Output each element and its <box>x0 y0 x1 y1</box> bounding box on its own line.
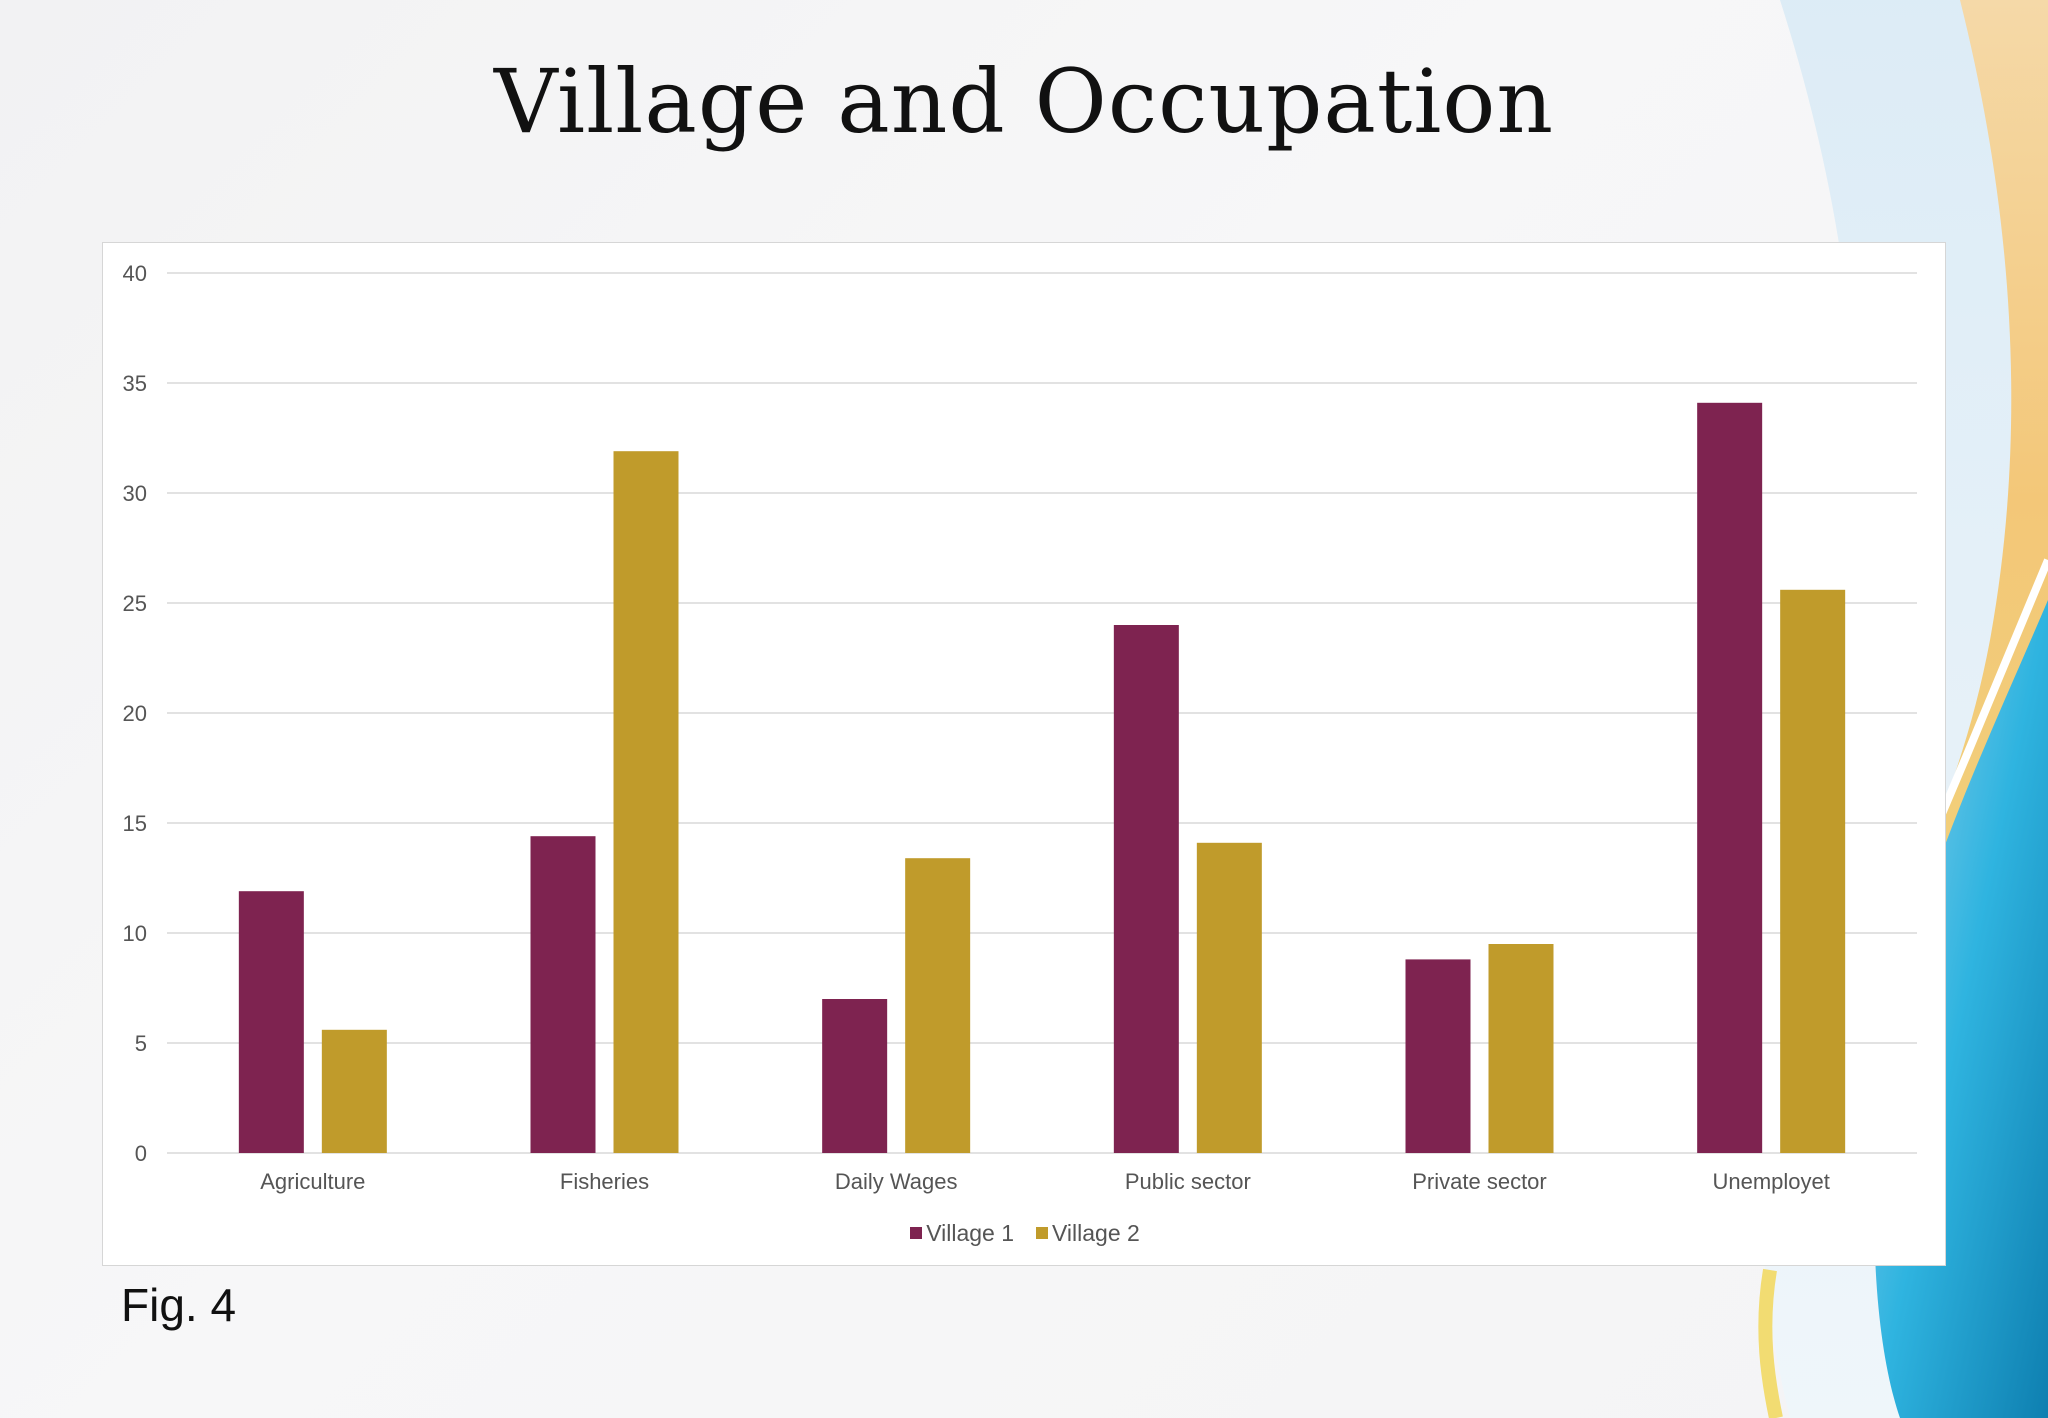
x-tick-label: Daily Wages <box>835 1169 958 1194</box>
y-tick-label: 35 <box>123 371 147 396</box>
legend-item: Village 1 <box>910 1220 1014 1247</box>
bar-village-2 <box>905 858 971 1153</box>
bar-village-2 <box>1196 842 1262 1153</box>
legend-label: Village 2 <box>1052 1219 1140 1246</box>
yellow-ribbon <box>1758 1268 1783 1418</box>
chart-legend: Village 1 Village 2 <box>103 1213 1947 1253</box>
x-tick-label: Private sector <box>1412 1169 1547 1194</box>
legend-swatch <box>1036 1227 1048 1239</box>
y-tick-label: 30 <box>123 481 147 506</box>
y-tick-label: 0 <box>135 1141 147 1166</box>
y-tick-label: 20 <box>123 701 147 726</box>
bar-village-1 <box>822 999 888 1153</box>
bar-village-2 <box>1488 944 1554 1153</box>
bar-village-2 <box>613 451 679 1153</box>
chart-panel: 0 5 10 15 20 25 30 35 40 Agriculture Fisheries Dail… <box>102 242 1946 1266</box>
bar-village-1 <box>238 891 304 1153</box>
bar-village-1 <box>1405 959 1471 1153</box>
legend-swatch <box>910 1227 923 1239</box>
y-tick-label: 15 <box>123 811 147 836</box>
x-tick-label: Agriculture <box>260 1169 365 1194</box>
bar-chart: 0 5 10 15 20 25 30 35 40 Agriculture Fisheries Dail… <box>123 261 1917 1194</box>
bar-village-1 <box>1697 402 1763 1153</box>
bar-village-2 <box>1780 589 1846 1153</box>
y-tick-label: 25 <box>123 591 147 616</box>
y-tick-label: 5 <box>135 1031 147 1056</box>
bar-village-2 <box>321 1029 387 1153</box>
x-tick-label: Unemployet <box>1712 1169 1829 1194</box>
y-tick-label: 10 <box>123 921 147 946</box>
x-tick-label: Fisheries <box>560 1169 649 1194</box>
bar-village-1 <box>1113 625 1179 1153</box>
figure-caption: Fig. 4 <box>121 1279 237 1331</box>
legend-label: Village 1 <box>926 1219 1014 1246</box>
y-tick-label: 40 <box>123 261 147 286</box>
slide-title: Village and Occupation <box>493 50 1555 153</box>
legend-item: Village 2 <box>1036 1220 1140 1247</box>
bar-village-1 <box>530 836 596 1153</box>
x-tick-label: Public sector <box>1125 1169 1251 1194</box>
